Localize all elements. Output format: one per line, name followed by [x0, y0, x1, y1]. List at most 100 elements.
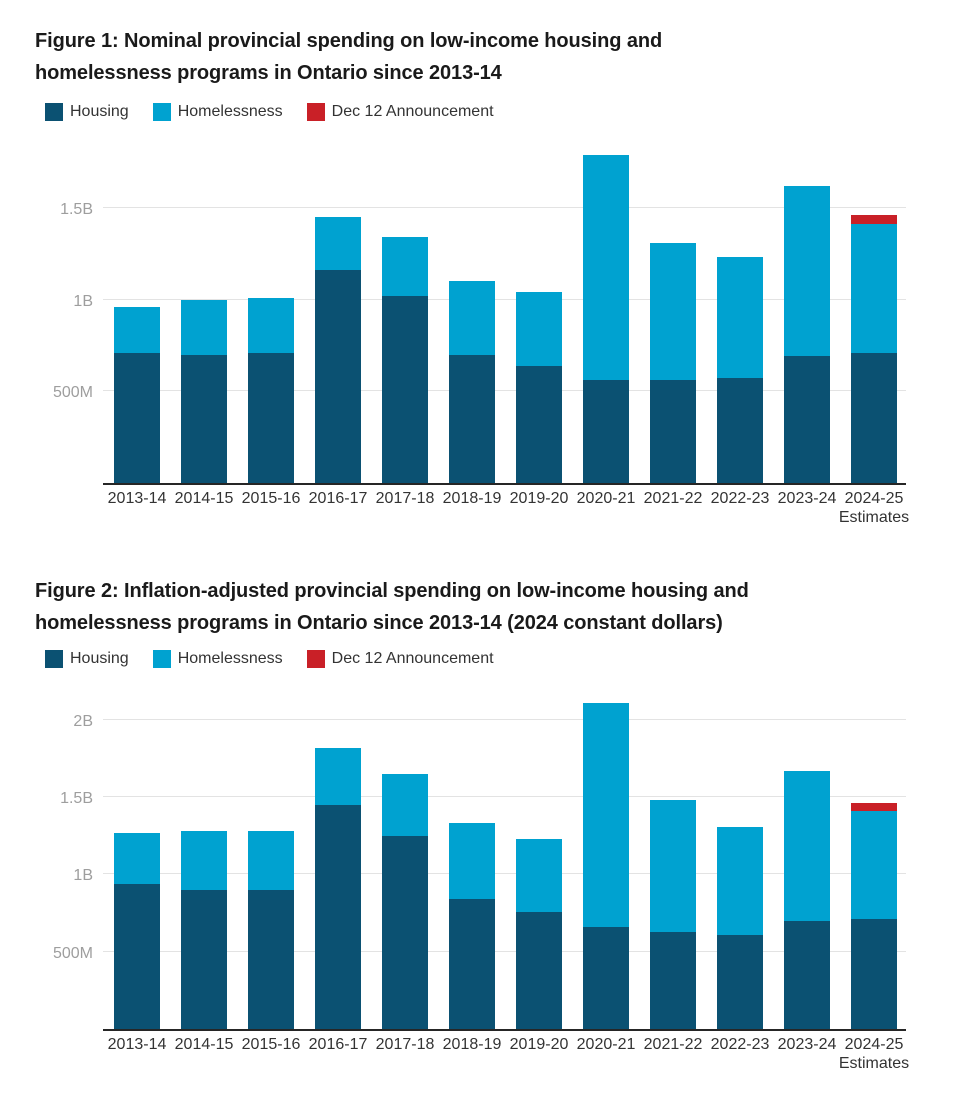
bar-segment-housing-2020-21 [583, 926, 629, 1029]
y-axis-label-1b: 1B [73, 292, 93, 310]
legend-label-housing: Housing [70, 650, 129, 667]
bar-segment-housing-2019-20 [516, 911, 562, 1029]
bar-segment-homelessness-2015-16 [248, 831, 294, 890]
homelessness-swatch-icon [152, 103, 171, 121]
bar-segment-homelessness-2013-14 [114, 832, 160, 884]
gridline-1b [103, 873, 906, 875]
bar-segment-homelessness-2023-24 [784, 185, 830, 357]
legend-item-homelessness: Homelessness [152, 650, 283, 668]
bar-segment-housing-2023-24 [784, 920, 830, 1029]
x-axis-label-2019-20: 2019-20 [509, 1036, 569, 1053]
bar-segment-housing-2015-16 [248, 889, 294, 1029]
bar-segment-housing-2021-22 [650, 931, 696, 1029]
x-axis-label-2021-22: 2021-22 [643, 490, 703, 507]
x-axis-label-2024-25: 2024-25 Estimates [819, 489, 929, 527]
announcement-swatch-icon [306, 103, 325, 121]
x-axis-label-2016-17: 2016-17 [308, 1036, 368, 1053]
gridline-1-5b [103, 796, 906, 798]
legend-label-announcement: Dec 12 Announcement [331, 103, 494, 120]
x-axis-label-2015-16: 2015-16 [241, 1036, 301, 1053]
y-axis-label-1-5b: 1.5B [60, 790, 93, 808]
bar-2023-24 [784, 185, 830, 483]
housing-swatch-icon [45, 650, 63, 668]
bar-segment-housing-2024-25 [851, 352, 897, 483]
bar-2015-16 [248, 297, 294, 483]
homelessness-swatch-icon [152, 650, 171, 668]
bar-segment-homelessness-2019-20 [516, 292, 562, 366]
x-axis-label-2018-19: 2018-19 [442, 490, 502, 507]
legend-item-housing: Housing [45, 650, 129, 668]
x-axis-label-2017-18: 2017-18 [375, 490, 435, 507]
figure-1-legend: Housing Homelessness Dec 12 Announcement [0, 103, 966, 121]
bar-2016-17 [315, 747, 361, 1029]
figure-2: Figure 2: Inflation-adjusted provincial … [0, 530, 966, 1076]
bar-segment-housing-2022-23 [717, 934, 763, 1029]
bar-segment-housing-2019-20 [516, 365, 562, 483]
figure-1: Figure 1: Nominal provincial spending on… [0, 0, 966, 530]
bar-2014-15 [181, 831, 227, 1029]
bar-segment-homelessness-2022-23 [717, 257, 763, 379]
housing-swatch-icon [45, 103, 63, 121]
x-axis-label-2015-16: 2015-16 [241, 490, 301, 507]
bar-2013-14 [114, 832, 160, 1029]
legend-item-housing: Housing [45, 103, 129, 121]
legend-item-homelessness: Homelessness [152, 103, 283, 121]
bar-segment-homelessness-2021-22 [650, 242, 696, 381]
announcement-swatch-icon [306, 650, 325, 668]
bar-segment-housing-2023-24 [784, 356, 830, 483]
bar-segment-homelessness-2017-18 [382, 237, 428, 296]
x-axis-label-2021-22: 2021-22 [643, 1036, 703, 1053]
y-axis-label-500m: 500M [52, 944, 93, 962]
y-axis-label-2b: 2B [73, 712, 93, 730]
plot-area [103, 140, 906, 485]
bar-segment-housing-2016-17 [315, 270, 361, 483]
bar-segment-homelessness-2015-16 [248, 297, 294, 353]
x-axis-label-2013-14: 2013-14 [107, 1036, 167, 1053]
bar-segment-housing-2020-21 [583, 380, 629, 483]
bar-segment-housing-2021-22 [650, 380, 696, 483]
bar-segment-homelessness-2023-24 [784, 770, 830, 921]
bar-segment-homelessness-2019-20 [516, 838, 562, 912]
legend-label-homelessness: Homelessness [177, 103, 283, 120]
y-axis-label-500m: 500M [52, 384, 93, 402]
bar-segment-homelessness-2020-21 [583, 154, 629, 381]
legend-label-housing: Housing [70, 103, 129, 120]
bar-2020-21 [583, 154, 629, 483]
x-axis-label-2022-23: 2022-23 [710, 490, 770, 507]
bar-segment-housing-2014-15 [181, 354, 227, 483]
bar-segment-dec-12-announcement-2024-25 [851, 215, 897, 225]
bar-segment-housing-2018-19 [449, 899, 495, 1029]
gridline-2b [103, 718, 906, 720]
bar-segment-homelessness-2024-25 [851, 811, 897, 920]
figure-2-legend: Housing Homelessness Dec 12 Announcement [0, 650, 966, 668]
bar-2016-17 [315, 217, 361, 483]
bar-2024-25 [851, 215, 897, 483]
bar-segment-dec-12-announcement-2024-25 [851, 803, 897, 812]
bar-segment-housing-2024-25 [851, 919, 897, 1029]
bar-segment-housing-2017-18 [382, 295, 428, 483]
bar-segment-homelessness-2024-25 [851, 224, 897, 353]
x-axis-sublabel-estimates: Estimates [838, 509, 910, 526]
bar-2013-14 [114, 306, 160, 483]
y-axis-label-1-5b: 1.5B [60, 200, 93, 218]
bar-segment-homelessness-2017-18 [382, 773, 428, 836]
bar-segment-housing-2016-17 [315, 804, 361, 1029]
x-axis-label-2019-20: 2019-20 [509, 490, 569, 507]
bar-segment-housing-2022-23 [717, 378, 763, 483]
bar-segment-housing-2013-14 [114, 883, 160, 1029]
bar-segment-housing-2014-15 [181, 889, 227, 1029]
bar-segment-homelessness-2020-21 [583, 702, 629, 927]
legend-label-announcement: Dec 12 Announcement [331, 650, 494, 667]
chart-figure-1: 500M 1B 1.5B 2013-14 2014-15 2015-16 2016-17 2… [0, 140, 966, 530]
bar-segment-housing-2013-14 [114, 352, 160, 483]
bar-2021-22 [650, 242, 696, 483]
bar-segment-homelessness-2016-17 [315, 747, 361, 805]
bar-segment-homelessness-2014-15 [181, 299, 227, 355]
bar-segment-homelessness-2013-14 [114, 306, 160, 353]
bar-2020-21 [583, 702, 629, 1029]
bar-segment-homelessness-2021-22 [650, 800, 696, 932]
bar-segment-housing-2015-16 [248, 352, 294, 483]
bar-segment-homelessness-2018-19 [449, 823, 495, 900]
bar-segment-homelessness-2022-23 [717, 826, 763, 935]
y-axis: 500M 1B 1.5B 2B [0, 695, 93, 1031]
